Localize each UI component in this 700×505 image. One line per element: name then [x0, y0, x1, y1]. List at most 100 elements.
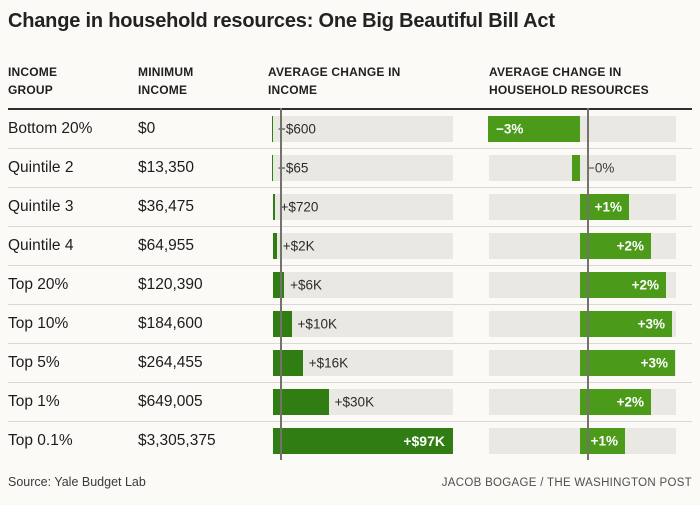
minimum-income-value: $3,305,375 — [138, 432, 216, 449]
resources-change-value: +3% — [640, 355, 668, 371]
income-bar-track — [273, 155, 453, 181]
table-row: Quintile 2 $13,350 −$65 −0% — [8, 149, 692, 188]
income-change-bar — [273, 389, 329, 415]
resources-change-cell: +3% — [481, 344, 692, 382]
income-group-label: Top 1% — [8, 393, 60, 410]
income-change-value: +$97K — [403, 433, 445, 449]
resources-change-value: +3% — [637, 316, 665, 332]
column-header-avg-change-income: AVERAGE CHANGE IN INCOME — [268, 65, 401, 97]
income-bar-track — [273, 116, 453, 142]
income-change-value: +$16K — [308, 355, 349, 371]
resources-bar-track-negative — [489, 311, 580, 337]
income-change-bar — [271, 155, 273, 181]
minimum-income-value: $120,390 — [138, 276, 203, 293]
income-axis-line — [280, 108, 282, 460]
resources-change-bar — [580, 311, 672, 337]
column-header-income-group: INCOME GROUP — [8, 65, 58, 97]
table-rows: Bottom 20% $0 −$600 −3% Quintile 2 $13,350 −$6… — [8, 108, 692, 460]
income-change-bar — [273, 350, 303, 376]
table-row: Top 20% $120,390 +$6K +2% — [8, 266, 692, 305]
table-row: Top 1% $649,005 +$30K +2% — [8, 383, 692, 422]
income-group-label: Top 10% — [8, 315, 69, 332]
income-bar-track — [273, 350, 453, 376]
income-bar-track — [273, 194, 453, 220]
income-change-cell: +$30K — [264, 383, 481, 421]
table-header: INCOME GROUP MINIMUM INCOME AVERAGE CHAN… — [8, 63, 692, 110]
income-group-label: Top 20% — [8, 276, 69, 293]
resources-change-value: +1% — [590, 433, 618, 449]
minimum-income-value: $264,455 — [138, 354, 203, 371]
income-change-bar — [273, 311, 292, 337]
income-bar-track — [273, 272, 453, 298]
income-change-bar — [273, 272, 285, 298]
income-bar-track — [273, 233, 453, 259]
resources-change-bar — [580, 350, 675, 376]
income-group-label: Quintile 4 — [8, 237, 74, 254]
page-title: Change in household resources: One Big B… — [8, 10, 555, 32]
table-row: Quintile 3 $36,475 +$720 +1% — [8, 188, 692, 227]
resources-axis-line — [587, 108, 589, 460]
resources-bar-track-negative — [489, 233, 580, 259]
footer: Source: Yale Budget Lab JACOB BOGAGE / T… — [8, 475, 692, 489]
resources-change-cell: +3% — [481, 305, 692, 343]
resources-bar-track-positive — [580, 116, 676, 142]
source-note: Source: Yale Budget Lab — [8, 475, 146, 489]
income-change-value: +$720 — [280, 199, 319, 215]
resources-bar-track-positive — [580, 155, 676, 181]
resources-bar-track-negative — [489, 194, 580, 220]
income-change-cell: +$97K — [264, 422, 481, 460]
income-change-cell: −$600 — [264, 110, 481, 148]
income-group-label: Quintile 2 — [8, 159, 74, 176]
income-group-label: Quintile 3 — [8, 198, 74, 215]
table-row: Bottom 20% $0 −$600 −3% — [8, 110, 692, 149]
minimum-income-value: $36,475 — [138, 198, 195, 215]
minimum-income-value: $649,005 — [138, 393, 203, 410]
income-group-label: Bottom 20% — [8, 120, 93, 137]
resources-change-value: +2% — [616, 238, 644, 254]
byline-credit: JACOB BOGAGE / THE WASHINGTON POST — [441, 477, 692, 489]
resources-change-bar — [580, 272, 666, 298]
table-row: Quintile 4 $64,955 +$2K +2% — [8, 227, 692, 266]
income-change-cell: +$16K — [264, 344, 481, 382]
income-change-value: −$65 — [278, 160, 309, 176]
income-group-label: Top 0.1% — [8, 432, 73, 449]
resources-change-value: −0% — [587, 160, 615, 176]
minimum-income-value: $13,350 — [138, 159, 195, 176]
resources-change-cell: −3% — [481, 110, 692, 148]
resources-change-bar — [572, 155, 580, 181]
minimum-income-value: $64,955 — [138, 237, 195, 254]
resources-change-cell: +2% — [481, 383, 692, 421]
income-group-label: Top 5% — [8, 354, 60, 371]
income-change-value: +$10K — [297, 316, 337, 332]
resources-change-value: +1% — [594, 199, 622, 215]
table-row: Top 10% $184,600 +$10K +3% — [8, 305, 692, 344]
resources-change-value: +2% — [616, 394, 644, 410]
income-change-bar — [271, 116, 273, 142]
table-row: Top 5% $264,455 +$16K +3% — [8, 344, 692, 383]
income-change-cell: +$720 — [264, 188, 481, 226]
income-change-cell: +$6K — [264, 266, 481, 304]
income-change-bar — [273, 194, 275, 220]
resources-bar-track-negative — [489, 428, 580, 454]
income-change-bar — [273, 233, 277, 259]
resources-change-cell: −0% — [481, 149, 692, 187]
income-change-cell: −$65 — [264, 149, 481, 187]
resources-bar-track-negative — [489, 350, 580, 376]
column-header-avg-change-resources: AVERAGE CHANGE IN HOUSEHOLD RESOURCES — [489, 65, 649, 97]
table-row: Top 0.1% $3,305,375 +$97K +1% — [8, 422, 692, 460]
income-change-bar — [273, 428, 453, 454]
minimum-income-value: $0 — [138, 120, 156, 137]
minimum-income-value: $184,600 — [138, 315, 203, 332]
income-bar-track — [273, 311, 453, 337]
resources-change-bar — [580, 389, 651, 415]
income-change-value: −$600 — [278, 121, 316, 137]
income-change-cell: +$2K — [264, 227, 481, 265]
resources-change-bar — [580, 233, 651, 259]
income-change-cell: +$10K — [264, 305, 481, 343]
column-header-minimum-income: MINIMUM INCOME — [138, 65, 194, 97]
resources-change-cell: +2% — [481, 227, 692, 265]
resources-change-value: +2% — [631, 277, 659, 293]
resources-bar-track-negative — [489, 155, 580, 181]
resources-change-bar — [488, 116, 580, 142]
resources-change-cell: +2% — [481, 266, 692, 304]
